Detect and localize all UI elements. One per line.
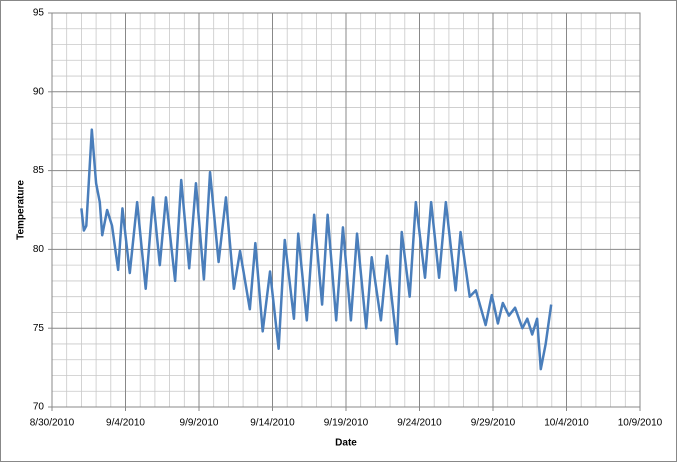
y-axis-title: Temperature [16, 180, 27, 240]
grid [51, 12, 641, 408]
x-tick-label: 9/24/2010 [397, 418, 442, 429]
y-tick-label: 85 [33, 165, 45, 176]
y-tick-label: 90 [33, 86, 45, 97]
y-tick-label: 70 [33, 402, 45, 413]
x-tick-label: 9/29/2010 [471, 418, 516, 429]
x-tick-label: 8/30/2010 [30, 418, 75, 429]
x-tick-label: 9/19/2010 [324, 418, 369, 429]
x-tick-label: 9/14/2010 [250, 418, 295, 429]
y-tick-label: 95 [33, 8, 45, 19]
data-line [80, 128, 553, 371]
x-tick-label: 9/4/2010 [106, 418, 145, 429]
x-tick-label: 9/9/2010 [180, 418, 219, 429]
ticks: 70 75 80 85 90 95 8/30/2010 9/4/2010 9/9/2010 9/1… [30, 8, 663, 429]
x-axis-title: Date [335, 438, 357, 449]
y-tick-label: 75 [33, 323, 45, 334]
x-tick-label: 10/9/2010 [618, 418, 663, 429]
x-tick-label: 10/4/2010 [544, 418, 589, 429]
marks [80, 128, 553, 371]
y-tick-label: 80 [33, 244, 45, 255]
